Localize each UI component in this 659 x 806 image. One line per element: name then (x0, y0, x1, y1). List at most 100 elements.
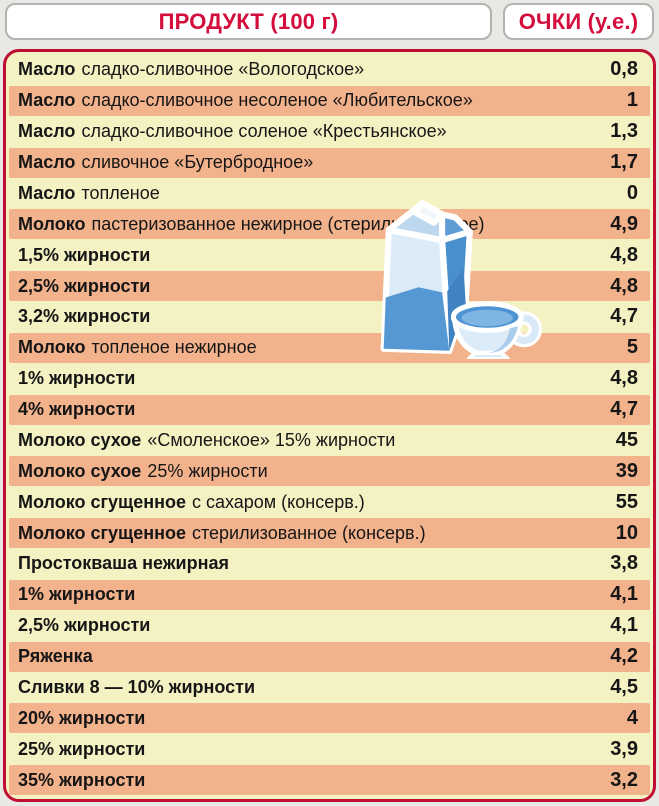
points-value: 1,3 (610, 120, 638, 143)
product-name: 20% жирности (18, 708, 586, 729)
product-name: 1,5% жирности (18, 245, 586, 266)
points-value: 45 (615, 428, 638, 451)
points-value: 4,8 (610, 243, 638, 266)
product-name-bold: Простокваша нежирная (18, 553, 229, 574)
points-column-header: ОЧКИ (у.е.) (503, 3, 654, 40)
points-value: 4 (626, 706, 638, 729)
table-row: Масло сладко-сливочное несоленое «Любител… (9, 85, 650, 116)
table-row: Молоко сухое «Смоленское» 15% жирности 45 (6, 426, 653, 456)
product-name: Молоко сухое «Смоленское» 15% жирности (18, 430, 586, 451)
product-name-bold: Молоко сухое (18, 429, 142, 450)
product-name-bold: Масло (18, 90, 76, 111)
table-header: ПРОДУКТ (100 г) ОЧКИ (у.е.) (0, 0, 659, 46)
table-row: 3,2% жирности 4,7 (6, 302, 653, 332)
points-value: 4,8 (610, 367, 638, 390)
product-name-rest: сливочное «Бутербродное» (81, 152, 314, 173)
product-name-bold: Масло (18, 121, 76, 142)
table-row: Ряженка 4,2 (9, 641, 650, 672)
points-value: 55 (615, 490, 638, 513)
points-value: 3,2 (610, 768, 638, 791)
product-name-bold: 1,5% жирности (18, 244, 151, 265)
product-name-bold: Сливки 8 — 10% жирности (18, 676, 256, 697)
product-column-header: ПРОДУКТ (100 г) (5, 3, 492, 40)
table-row: 4% жирности 4,7 (9, 394, 650, 425)
product-name-rest: с сахаром (консерв.) (191, 491, 365, 512)
product-name-bold: 1% жирности (18, 368, 136, 389)
table-row: 35% жирности 3,2 (9, 765, 650, 795)
points-value: 0 (626, 181, 638, 204)
product-name-rest: сладко-сливочное «Вологодское» (81, 59, 365, 80)
product-name-bold: Масло (18, 152, 76, 173)
product-name: 1% жирности (18, 584, 586, 605)
product-name-rest: 25% жирности (147, 460, 268, 481)
product-name-bold: 20% жирности (18, 707, 146, 728)
product-name: Ряженка (18, 646, 586, 667)
table-row: 1,5% жирности 4,8 (6, 240, 653, 270)
points-value: 4,1 (610, 583, 638, 606)
points-value: 3,8 (610, 552, 638, 575)
product-name-bold: Масло (18, 59, 76, 80)
table-row: Молоко сухое 25% жирности 39 (9, 456, 650, 487)
product-name: Масло топленое (18, 183, 586, 204)
product-name-bold: Ряженка (18, 646, 93, 667)
product-name-rest: сладко-сливочное несоленое «Любительское… (81, 90, 473, 111)
product-name: Молоко пастеризованное нежирное (стерилиз… (18, 214, 586, 235)
points-column-label: ОЧКИ (у.е.) (518, 8, 639, 34)
product-name: 2,5% жирности (18, 615, 586, 636)
product-name: Сливки 8 — 10% жирности (18, 677, 586, 698)
product-name-bold: Молоко сгущенное (18, 491, 186, 512)
table-row: Масло сладко-сливочное «Вологодское» 0,8 (6, 55, 653, 85)
product-name: Масло сладко-сливочное несоленое «Любител… (18, 90, 586, 111)
product-name: Молоко сгущенное с сахаром (консерв.) (18, 492, 586, 513)
table-row: Масло топленое 0 (6, 179, 653, 209)
points-value: 3,9 (610, 737, 638, 760)
table-row: Молоко сгущенное с сахаром (консерв.) 55 (6, 487, 653, 517)
product-name-rest: топленое (81, 182, 160, 203)
product-name: Масло сладко-сливочное «Вологодское» (18, 59, 586, 80)
product-name-bold: 2,5% жирности (18, 615, 151, 636)
points-value: 5 (626, 336, 638, 359)
product-name-bold: 1% жирности (18, 584, 136, 605)
points-value: 4,2 (610, 645, 638, 668)
table-row: Молоко пастеризованное нежирное (стерилиз… (9, 209, 650, 240)
product-name-rest: пастеризованное нежирное (стерилизованно… (91, 213, 485, 234)
points-value: 4,7 (610, 305, 638, 328)
points-value: 4,8 (610, 274, 638, 297)
product-name: 25% жирности (18, 739, 586, 760)
product-name-bold: Молоко сгущенное (18, 522, 186, 543)
points-table: Масло сладко-сливочное «Вологодское» 0,8 … (3, 49, 656, 802)
product-name: Простокваша нежирная (18, 553, 586, 574)
product-name-bold: Молоко сухое (18, 460, 142, 481)
product-name-bold: 3,2% жирности (18, 306, 151, 327)
table-row: 25% жирности 3,9 (6, 734, 653, 764)
points-value: 4,7 (610, 398, 638, 421)
product-name-bold: 2,5% жирности (18, 275, 151, 296)
table-row: Масло сливочное «Бутербродное» 1,7 (9, 147, 650, 178)
product-name: Молоко сгущенное стерилизованное (консерв… (18, 523, 586, 544)
table-row: 1% жирности 4,8 (6, 364, 653, 394)
product-name: Масло сладко-сливочное соленое «Крестьянс… (18, 121, 586, 142)
product-name-rest: топленое нежирное (91, 337, 257, 358)
product-name: 2,5% жирности (18, 276, 586, 297)
table-row: 2,5% жирности 4,8 (9, 271, 650, 301)
product-name: 3,2% жирности (18, 306, 586, 327)
product-name-bold: Масло (18, 182, 76, 203)
points-value: 1 (626, 89, 638, 112)
product-name: Масло сливочное «Бутербродное» (18, 152, 586, 173)
points-value: 1,7 (610, 151, 638, 174)
product-name: 1% жирности (18, 368, 586, 389)
product-name-bold: 4% жирности (18, 399, 136, 420)
points-value: 4,1 (610, 614, 638, 637)
points-value: 0,8 (610, 58, 638, 81)
product-name: 35% жирности (18, 770, 586, 791)
points-value: 4,9 (610, 212, 638, 235)
table-row: Молоко топленое нежирное 5 (9, 332, 650, 363)
product-name: Молоко топленое нежирное (18, 337, 586, 358)
points-value: 4,5 (610, 675, 638, 698)
table-row: 2,5% жирности 4,1 (6, 611, 653, 641)
product-name: Молоко сухое 25% жирности (18, 461, 586, 482)
product-name-bold: Молоко (18, 213, 86, 234)
product-name-bold: 25% жирности (18, 738, 146, 759)
product-column-label: ПРОДУКТ (100 г) (158, 8, 339, 34)
